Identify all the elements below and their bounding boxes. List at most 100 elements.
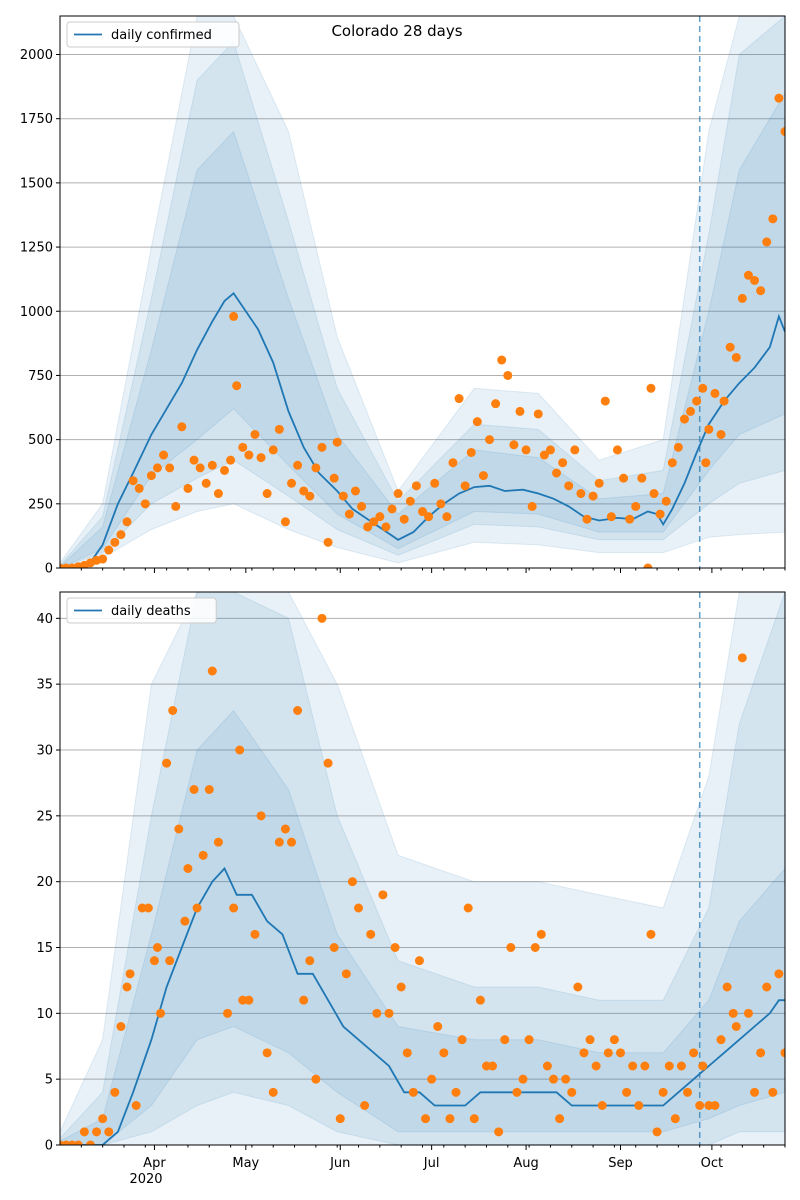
- data-point: [402, 1048, 412, 1058]
- data-point: [171, 501, 181, 511]
- data-point: [293, 460, 303, 470]
- data-point: [195, 463, 205, 473]
- data-point: [658, 1087, 668, 1097]
- x-tick-label: Sep: [608, 1156, 633, 1171]
- data-point: [646, 383, 656, 393]
- data-point: [229, 903, 239, 913]
- chart-title: Colorado 28 days: [331, 22, 462, 40]
- data-point: [756, 286, 766, 296]
- data-point: [780, 127, 785, 137]
- x-tick-label: May: [232, 1156, 259, 1171]
- data-point: [207, 666, 217, 676]
- data-point: [250, 929, 260, 939]
- data-point: [405, 496, 415, 506]
- data-point: [762, 982, 772, 992]
- data-point: [497, 355, 507, 365]
- data-point: [341, 969, 351, 979]
- data-point: [710, 388, 720, 398]
- data-point: [92, 1127, 102, 1137]
- data-point: [244, 450, 254, 460]
- data-point: [573, 982, 583, 992]
- x-tick-label: Aug: [513, 1156, 538, 1171]
- data-point: [457, 1035, 467, 1045]
- data-point: [637, 473, 647, 483]
- data-point: [125, 969, 135, 979]
- data-point: [475, 995, 485, 1005]
- data-point: [427, 1074, 437, 1084]
- data-point: [579, 1048, 589, 1058]
- data-point: [274, 837, 284, 847]
- data-point: [329, 943, 339, 952]
- data-point: [262, 489, 272, 499]
- data-point: [168, 706, 178, 715]
- data-point: [256, 811, 266, 821]
- data-point: [204, 785, 214, 794]
- data-point: [555, 1114, 565, 1124]
- data-point: [235, 745, 245, 755]
- y-tick-label: 20: [36, 875, 53, 890]
- data-point: [743, 270, 753, 280]
- data-point: [491, 399, 501, 409]
- data-point: [421, 1114, 431, 1124]
- data-point: [180, 916, 190, 926]
- confirmed-panel: 0 250 500 750 1000 1250 1500 1750 2000 daily conf…: [20, 15, 786, 577]
- data-point: [512, 1087, 522, 1097]
- legend-label: daily confirmed: [111, 28, 212, 43]
- data-point: [689, 1048, 699, 1058]
- data-point: [756, 1048, 766, 1058]
- data-point: [704, 424, 714, 434]
- plot-area: [60, 16, 785, 568]
- data-point: [612, 445, 622, 455]
- data-point: [716, 429, 726, 439]
- data-point: [433, 1022, 443, 1031]
- data-point: [463, 903, 473, 913]
- data-point: [372, 1008, 382, 1018]
- uncertainty-band: [60, 16, 785, 568]
- data-point: [350, 486, 360, 496]
- data-point: [98, 554, 108, 564]
- data-point: [683, 1087, 693, 1097]
- data-point: [287, 837, 297, 847]
- data-point: [436, 499, 446, 509]
- data-point: [299, 486, 309, 496]
- data-point: [646, 929, 656, 939]
- data-point: [494, 1127, 504, 1137]
- data-point: [229, 311, 239, 321]
- data-point: [213, 489, 223, 499]
- uncertainty-band: [60, 592, 785, 1145]
- data-point: [207, 460, 217, 470]
- data-point: [631, 501, 641, 511]
- data-point: [344, 509, 354, 519]
- data-point: [710, 1101, 720, 1110]
- data-point: [329, 473, 339, 483]
- data-point: [305, 956, 315, 966]
- data-point: [317, 442, 327, 452]
- data-point: [655, 509, 665, 519]
- data-point: [192, 903, 202, 913]
- data-point: [664, 1061, 674, 1071]
- data-point: [152, 943, 162, 952]
- data-point: [619, 473, 629, 483]
- data-point: [640, 1061, 650, 1071]
- data-point: [268, 1087, 278, 1097]
- data-point: [378, 890, 388, 900]
- data-point: [390, 943, 400, 952]
- data-point: [725, 342, 735, 352]
- data-point: [110, 1087, 120, 1097]
- data-point: [131, 1101, 141, 1110]
- data-point: [357, 501, 367, 511]
- data-point: [411, 481, 421, 491]
- data-point: [439, 1048, 449, 1058]
- data-point: [768, 214, 778, 224]
- legend: daily confirmed: [66, 21, 240, 48]
- data-point: [451, 1087, 461, 1097]
- data-point: [533, 409, 543, 419]
- data-point: [110, 537, 120, 547]
- data-point: [347, 877, 357, 887]
- data-point: [500, 1035, 510, 1045]
- data-point: [381, 522, 391, 532]
- data-point: [564, 481, 574, 491]
- data-point: [128, 476, 138, 486]
- data-point: [104, 1127, 114, 1137]
- data-point: [354, 903, 364, 913]
